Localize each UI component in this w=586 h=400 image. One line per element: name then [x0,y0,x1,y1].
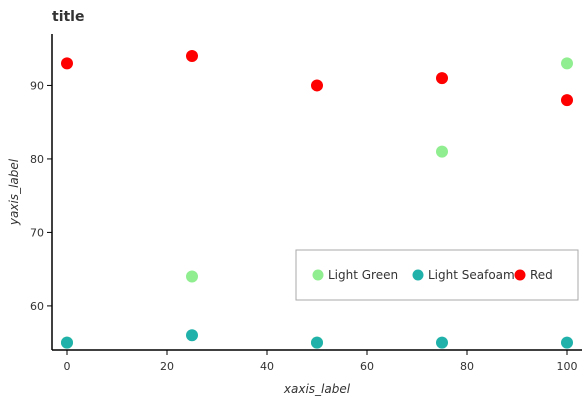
legend-marker [312,269,324,281]
data-point [561,336,573,349]
data-point [311,336,323,349]
legend: Light Green Light Seafoam Red [295,249,579,301]
legend-label: Light Seafoam [428,268,515,282]
x-tick-label: 20 [160,360,174,373]
x-axis-title: xaxis_label [283,382,351,396]
y-axis: 60 70 80 90 [30,79,52,313]
series-red [61,50,573,107]
y-tick-label: 80 [30,153,44,166]
y-tick-label: 70 [30,226,44,239]
x-tick-label: 0 [64,360,71,373]
data-point [436,72,448,85]
x-axis: 0 20 40 60 80 100 [64,350,578,373]
legend-label: Red [530,268,553,282]
data-point [561,94,573,107]
legend-marker [514,269,526,281]
x-tick-label: 60 [360,360,374,373]
data-point [186,50,198,63]
y-tick-label: 90 [30,79,44,92]
x-tick-label: 40 [260,360,274,373]
series-light-seafoam [61,329,573,349]
data-points [61,50,573,349]
legend-label: Light Green [328,268,398,282]
y-tick-label: 60 [30,300,44,313]
legend-marker [412,269,424,281]
data-point [436,336,448,349]
legend-box [295,249,579,301]
data-point [561,57,573,70]
data-point [61,57,73,70]
y-axis-title: yaxis_label [7,158,21,226]
data-point [436,145,448,158]
data-point [311,79,323,92]
data-point [186,270,198,283]
data-point [186,329,198,342]
chart-title: title [52,9,84,25]
x-tick-label: 100 [557,360,578,373]
x-tick-label: 80 [460,360,474,373]
data-point [61,336,73,349]
series-light-green [61,57,573,349]
